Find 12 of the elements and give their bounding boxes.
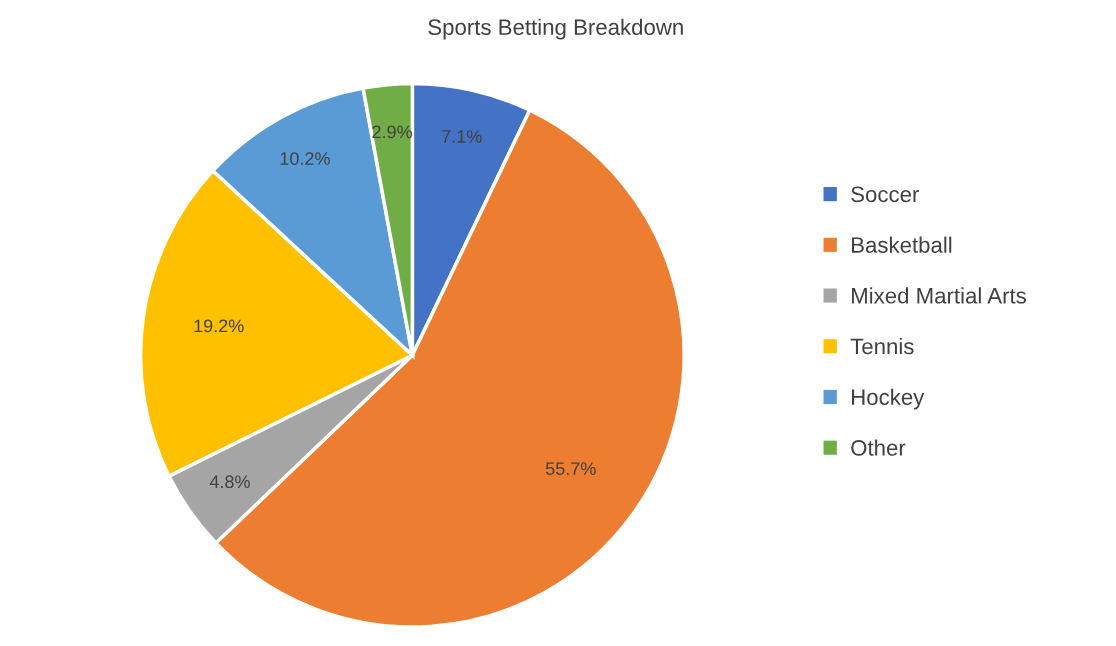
chart-title: Sports Betting Breakdown	[428, 18, 683, 40]
legend-label: Tennis	[850, 338, 914, 355]
legend-label: Mixed Martial Arts	[852, 287, 1026, 304]
data-label: 10.2%	[280, 152, 330, 165]
data-label: 55.7%	[545, 462, 596, 475]
data-label: 4.8%	[209, 475, 250, 489]
legend-label: Soccer	[851, 186, 919, 203]
legend-label: Basketball	[852, 236, 952, 253]
legend-label: Other	[851, 439, 906, 456]
data-label: 19.2%	[194, 319, 244, 333]
legend-label: Hockey	[852, 388, 925, 410]
data-label: 7.1%	[442, 130, 482, 143]
